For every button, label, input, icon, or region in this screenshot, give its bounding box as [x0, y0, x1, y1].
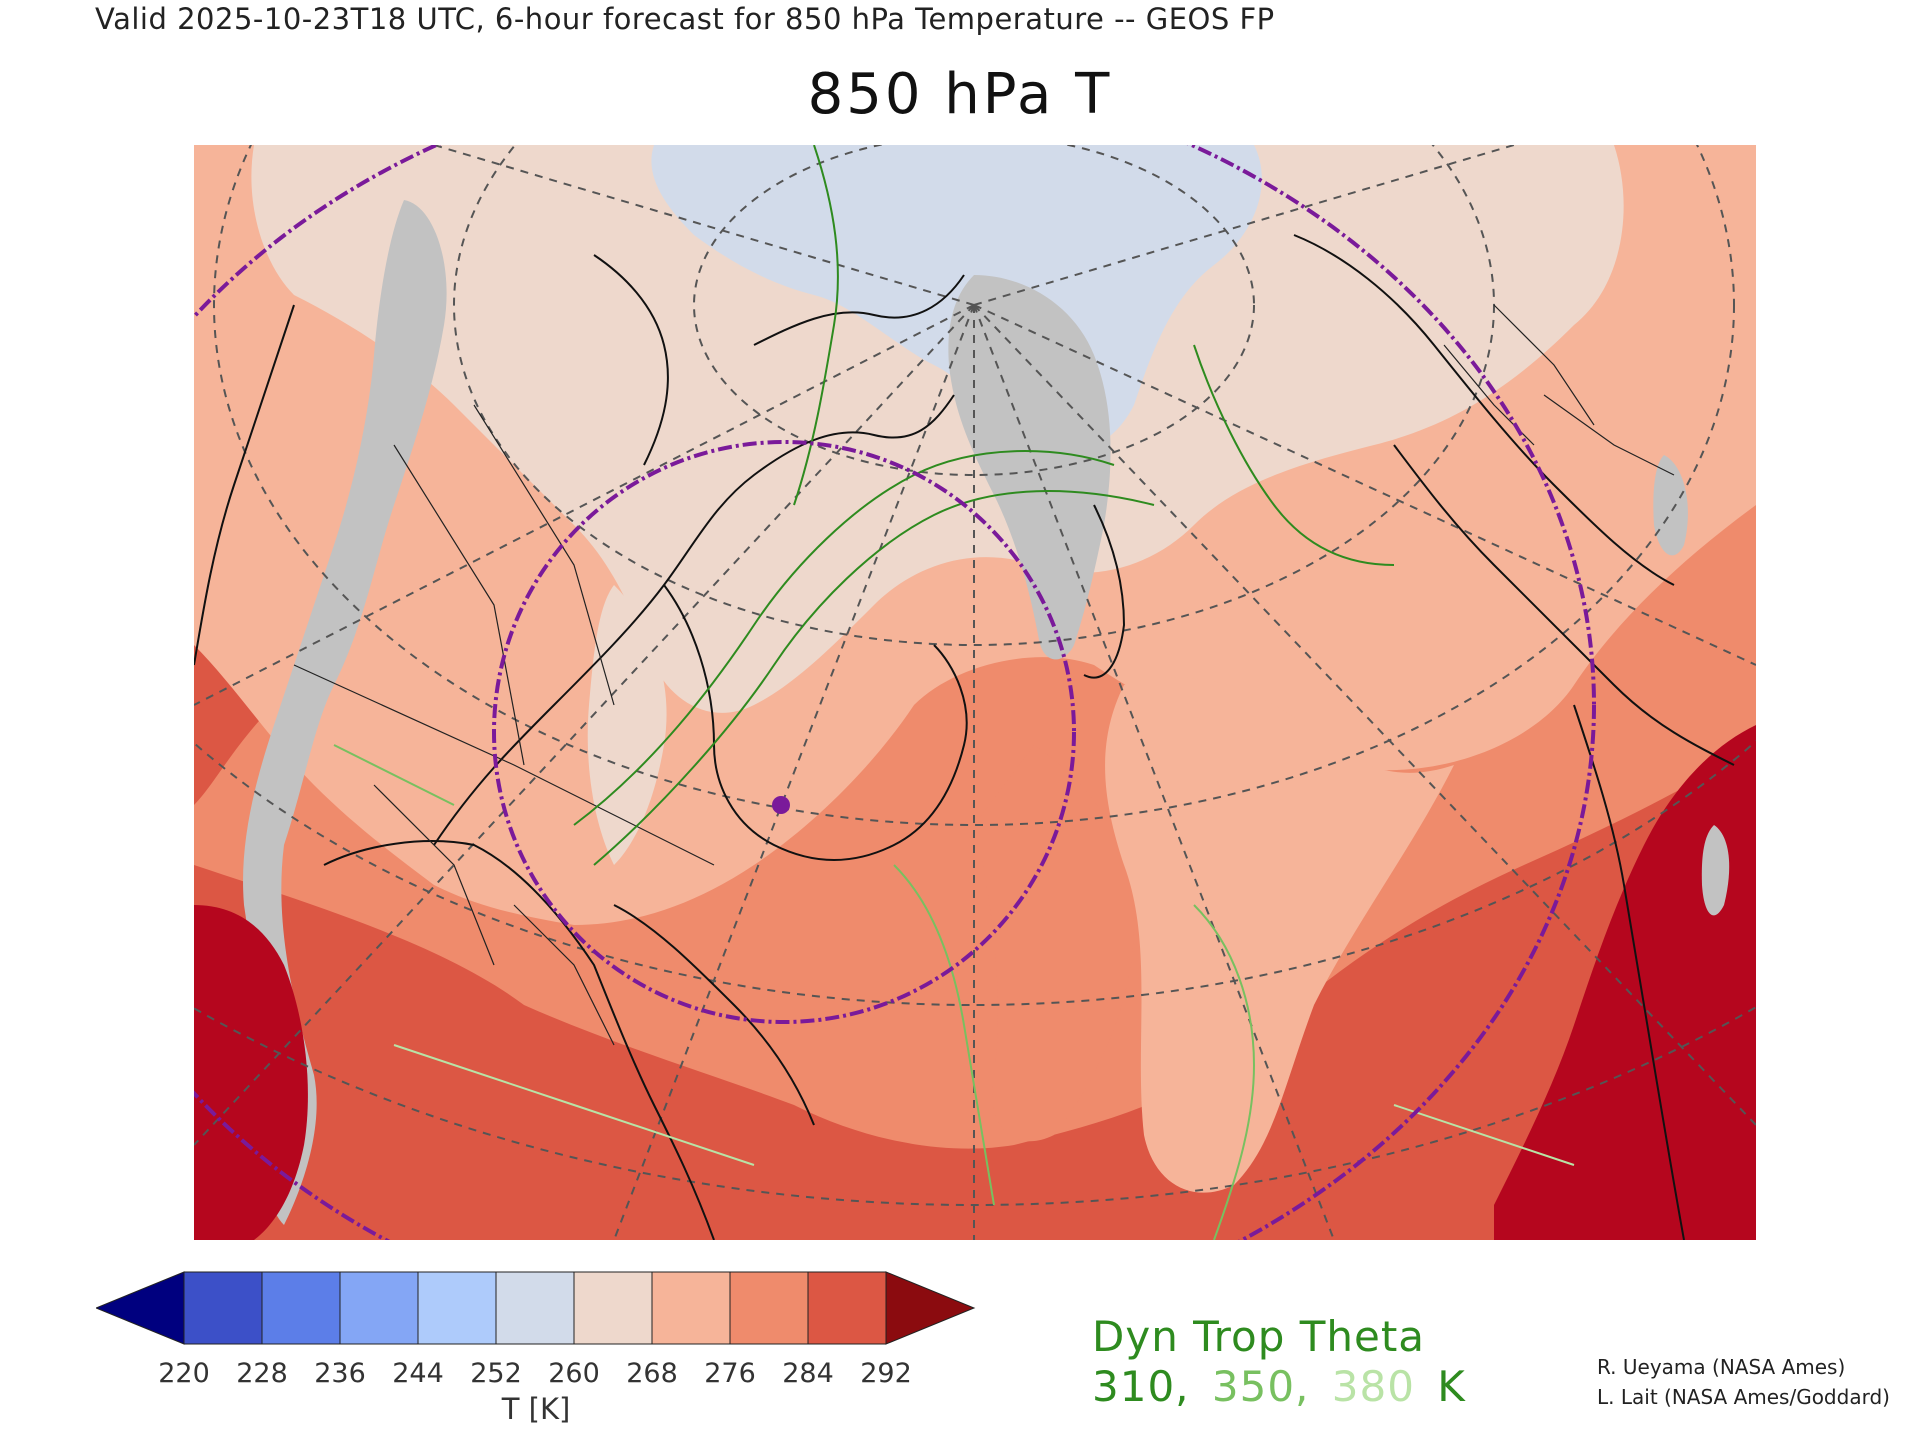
legend-unit: K: [1437, 1362, 1466, 1411]
colorbar-tick-label: 292: [860, 1358, 912, 1389]
above-292-mexico: [194, 905, 308, 1240]
colorbar-max-arrow: [885, 1271, 976, 1345]
credit-lait: L. Lait (NASA Ames/Goddard): [1597, 1385, 1890, 1409]
legend-value-380: 380: [1331, 1362, 1415, 1411]
colorbar-min-arrow: [94, 1271, 185, 1345]
below-252-atlas: [1701, 825, 1730, 916]
above-292-africa: [1494, 725, 1756, 1240]
band-284-292-south: [194, 745, 1756, 1240]
marker-point: [772, 796, 790, 814]
colorbar-swatch: [339, 1271, 419, 1345]
colorbar-tick-label: 276: [704, 1358, 756, 1389]
colorbar-tick-label: 252: [470, 1358, 522, 1389]
valid-time-line: Valid 2025-10-23T18 UTC, 6-hour forecast…: [95, 2, 1275, 36]
colorbar-swatch: [807, 1271, 887, 1345]
trop-theta-contours: [333, 145, 1575, 1240]
colorbar-tick-label: 244: [392, 1358, 444, 1389]
trop-theta-legend-title: Dyn Trop Theta: [1092, 1312, 1426, 1361]
band-268-276-atlantic: [1105, 677, 1454, 1193]
colorbar-tick-label: 268: [626, 1358, 678, 1389]
colorbar-swatch: [729, 1271, 809, 1345]
below-252-rockies: [243, 200, 447, 1225]
below-252-greenland: [948, 275, 1111, 660]
colorbar-label: T [K]: [501, 1392, 571, 1426]
credit-ueyama: R. Ueyama (NASA Ames): [1597, 1355, 1846, 1379]
legend-value-310: 310,: [1092, 1362, 1190, 1411]
colorbar-tick-label: 220: [158, 1358, 210, 1389]
legend-value-350: 350,: [1211, 1362, 1310, 1411]
colorbar-swatch: [573, 1271, 653, 1345]
colorbar-graphic: [94, 1271, 976, 1345]
colorbar-swatch: [495, 1271, 575, 1345]
colorbar-swatch: [183, 1271, 263, 1345]
coastlines: [194, 234, 1735, 1240]
below-252-scandinavia: [1653, 455, 1688, 556]
colorbar-swatch: [417, 1271, 497, 1345]
marker-ring: [194, 145, 1596, 1240]
trop-theta-legend-values: 310, 350, 380 K: [1092, 1362, 1474, 1411]
colorbar-swatch: [651, 1271, 731, 1345]
colorbar-tick-label: 236: [314, 1358, 366, 1389]
colorbar-swatch: [261, 1271, 341, 1345]
colorbar-tick-label: 260: [548, 1358, 600, 1389]
temperature-map: [194, 145, 1756, 1240]
band-260-268-hudson: [587, 585, 667, 865]
colorbar-tick-label: 228: [236, 1358, 288, 1389]
political-borders: [293, 304, 1675, 1046]
page-title: 850 hPa T: [807, 62, 1113, 127]
temperature-colorbar: [94, 1268, 976, 1348]
band-276-284-tongue: [974, 745, 1134, 1142]
band-260-268: [251, 145, 1624, 713]
map-canvas: [194, 145, 1756, 1240]
colorbar-tick-label: 284: [782, 1358, 834, 1389]
